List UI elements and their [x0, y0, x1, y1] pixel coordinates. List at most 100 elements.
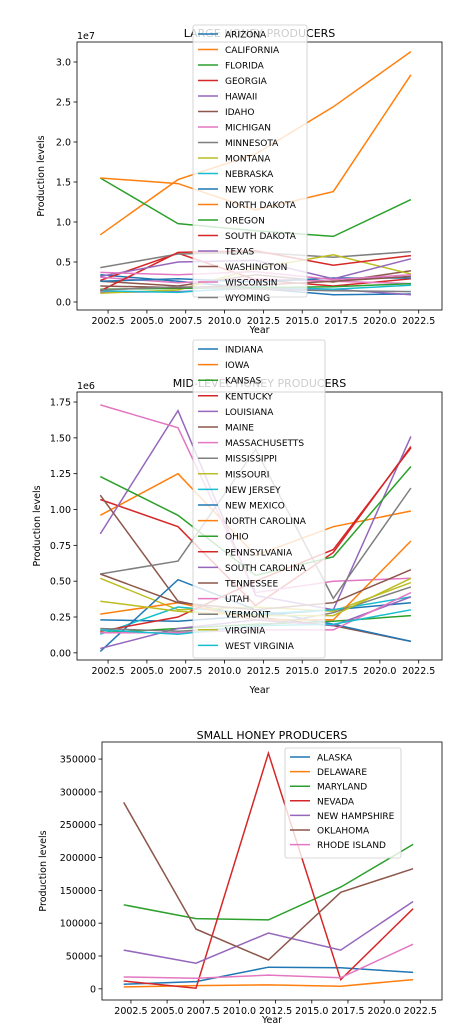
x-tick-label: 2002.5: [114, 1006, 147, 1017]
legend-label: FLORIDA: [225, 62, 265, 72]
legend-label: PENNSYLVANIA: [225, 548, 293, 558]
legend-label: LOUISIANA: [225, 408, 274, 418]
y-tick-label: 1.25: [50, 469, 71, 480]
legend-label: DELAWARE: [317, 768, 367, 778]
x-tick-label: 2020.0: [368, 1006, 401, 1017]
legend-label: CALIFORNIA: [225, 46, 280, 56]
legend-label: TENNESSEE: [224, 580, 278, 590]
legend-label: MICHIGAN: [225, 124, 271, 134]
legend-label: MISSISSIPPI: [225, 455, 277, 465]
legend-box: [284, 747, 402, 859]
plot-frame: [101, 741, 443, 1001]
x-tick-label: 2022.5: [404, 1006, 437, 1017]
y-tick-label: 0.0: [56, 298, 71, 309]
x-tick-label: 2012.5: [259, 1006, 292, 1017]
legend-label: RHODE ISLAND: [317, 841, 386, 851]
y-axis-offset: 1e7: [77, 31, 95, 42]
x-tick-label: 2005.0: [130, 316, 163, 327]
y-tick-label: 1.75: [50, 398, 71, 409]
x-axis-label: Year: [248, 325, 269, 336]
legend: ARIZONA CALIFORNIA FLORIDA GEORGIA HAWAII IDA…: [192, 24, 308, 304]
x-tick-label: 2022.5: [402, 666, 435, 677]
x-tick-label: 2010.0: [208, 316, 241, 327]
x-tick-label: 2020.0: [363, 666, 396, 677]
y-tick-label: 0.5: [56, 258, 71, 269]
legend-label: WEST VIRGINIA: [225, 642, 295, 652]
series-line-maryland: [123, 843, 414, 921]
y-tick-label: 250000: [60, 820, 96, 831]
chart-1: 2002.5 2005.0 2007.5 2010.0 2012.5 2015.0 2017…: [36, 24, 443, 336]
x-tick-label: 2012.5: [247, 666, 280, 677]
x-tick-label: 2012.5: [247, 316, 280, 327]
chart-title: SMALL HONEY PRODUCERS: [197, 729, 348, 742]
x-tick-label: 2007.5: [187, 1006, 220, 1017]
series-line-rhode-island: [123, 943, 414, 980]
x-axis-label: Year: [248, 685, 269, 696]
legend-label: WISCONSIN: [225, 279, 277, 289]
legend-label: INDIANA: [225, 346, 264, 356]
legend-label: SOUTH CAROLINA: [225, 564, 307, 574]
legend: ALASKA DELAWARE MARYLAND NEVADA NEW HAMPSHIR…: [284, 747, 402, 859]
chart-2: 2002.5 2005.0 2007.5 2010.0 2012.5 2015.0 2017…: [32, 339, 443, 696]
y-tick-label: 100000: [60, 919, 96, 930]
y-axis-label: Production levels: [32, 485, 43, 566]
legend-label: MASSACHUSETTS: [225, 439, 304, 449]
legend-label: NEVADA: [317, 797, 355, 807]
legend-label: KENTUCKY: [225, 392, 273, 402]
y-tick-label: 200000: [60, 853, 96, 864]
y-tick-label: 2.5: [56, 98, 71, 109]
legend-label: MONTANA: [225, 155, 271, 165]
x-tick-label: 2007.5: [169, 666, 202, 677]
legend-label: NEW YORK: [225, 186, 275, 196]
x-axis-label: Year: [261, 1015, 282, 1026]
legend-label: ALASKA: [317, 754, 353, 764]
legend-label: UTAH: [225, 595, 249, 605]
y-axis-label: Production levels: [38, 830, 49, 911]
legend-label: OREGON: [225, 217, 265, 227]
legend-label: MISSOURI: [225, 470, 269, 480]
chart-3: 2002.5 2005.0 2007.5 2010.0 2012.5 2015.0 2017…: [38, 729, 443, 1026]
legend-label: VERMONT: [225, 611, 271, 621]
series-line-alaska: [123, 966, 414, 985]
y-tick-label: 1.5: [56, 178, 71, 189]
legend-label: IDAHO: [225, 108, 254, 118]
x-tick-label: 2017.5: [324, 666, 357, 677]
y-tick-label: 0.25: [50, 613, 71, 624]
series-line-nevada: [123, 750, 414, 990]
legend-label: NORTH DAKOTA: [225, 201, 297, 211]
x-tick-label: 2017.5: [331, 1006, 364, 1017]
legend-label: SOUTH DAKOTA: [225, 232, 297, 242]
legend-label: IOWA: [225, 361, 250, 371]
x-tick-label: 2015.0: [286, 666, 319, 677]
legend-label: KANSAS: [225, 377, 262, 387]
legend-label: GEORGIA: [225, 77, 268, 87]
x-tick-label: 2007.5: [169, 316, 202, 327]
legend-label: VIRGINIA: [225, 626, 266, 636]
legend-label: NORTH CAROLINA: [225, 517, 307, 527]
legend-label: NEBRASKA: [225, 170, 274, 180]
x-tick-label: 2015.0: [295, 1006, 328, 1017]
y-tick-label: 3.0: [56, 58, 71, 69]
y-tick-label: 1.00: [50, 505, 71, 516]
series-line-oklahoma: [123, 802, 414, 961]
legend-box: [192, 24, 308, 298]
legend-label: WASHINGTON: [225, 263, 287, 273]
legend-label: HAWAII: [225, 93, 257, 103]
x-tick-label: 2002.5: [91, 316, 124, 327]
y-tick-label: 150000: [60, 886, 96, 897]
y-tick-label: 2.0: [56, 138, 71, 149]
y-tick-label: 0.75: [50, 541, 71, 552]
legend-label: NEW JERSEY: [225, 486, 281, 496]
legend-label: NEW HAMPSHIRE: [317, 812, 395, 822]
x-tick-label: 2022.5: [402, 316, 435, 327]
legend-label: OHIO: [225, 533, 249, 543]
x-tick-label: 2002.5: [91, 666, 124, 677]
y-tick-label: 0.00: [50, 648, 71, 659]
x-tick-label: 2017.5: [324, 316, 357, 327]
legend-label: WYOMING: [225, 294, 270, 304]
x-tick-label: 2010.0: [208, 666, 241, 677]
x-tick-label: 2005.0: [130, 666, 163, 677]
y-tick-label: 300000: [60, 787, 96, 798]
x-tick-label: 2020.0: [363, 316, 396, 327]
